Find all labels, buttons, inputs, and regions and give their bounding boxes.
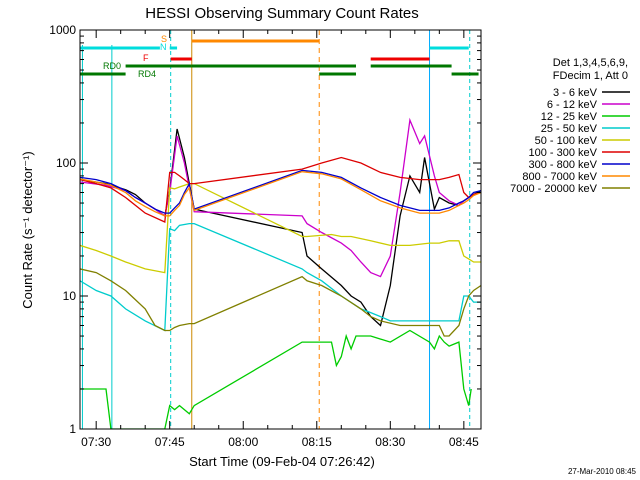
- x-axis-label: Start Time (09-Feb-04 07:26:42): [189, 454, 375, 469]
- series-line-3: [80, 329, 472, 429]
- legend-label-8: 800 - 7000 keV: [522, 171, 597, 183]
- plot-area: [80, 30, 481, 429]
- y-axis-label: Count Rate (s⁻¹ detector⁻¹): [20, 151, 35, 309]
- footer-timestamp: 27-Mar-2010 08:45: [568, 467, 637, 476]
- x-tick-label: 07:30: [81, 435, 111, 449]
- legend-header-line-1: Det 1,3,4,5,6,9,: [553, 57, 628, 69]
- legend-label-2: 6 - 12 keV: [547, 99, 598, 111]
- series-line-2: [80, 117, 481, 278]
- series-line-5: [80, 182, 481, 274]
- legend-label-3: 12 - 25 keV: [541, 111, 598, 123]
- flag-label-f: F: [143, 53, 149, 63]
- series-line-9: [80, 268, 481, 337]
- legend-header-line-2: FDecim 1, Att 0: [553, 70, 628, 82]
- series-line-7: [80, 169, 481, 214]
- y-tick-label: 1: [69, 422, 76, 436]
- series-line-8: [80, 171, 481, 217]
- legend-label-7: 300 - 800 keV: [529, 159, 598, 171]
- legend-label-1: 3 - 6 keV: [553, 87, 598, 99]
- y-tick-label: 10: [63, 289, 77, 303]
- flag-label-n: N: [160, 42, 167, 52]
- y-tick-label: 100: [56, 156, 76, 170]
- series-line-4: [80, 222, 481, 332]
- y-tick-label: 1000: [49, 23, 76, 37]
- x-tick-label: 07:45: [155, 435, 185, 449]
- plot-layer: SN F RD0 RD4: [80, 30, 481, 429]
- flag-label-s: S: [161, 34, 167, 44]
- series-line-1: [80, 128, 481, 327]
- legend-label-6: 100 - 300 keV: [529, 147, 598, 159]
- x-tick-label: 08:00: [228, 435, 258, 449]
- series-line-6: [80, 156, 481, 223]
- legend-label-4: 25 - 50 keV: [541, 123, 598, 135]
- flag-label-rd0: RD0: [103, 61, 121, 71]
- legend-label-5: 50 - 100 keV: [535, 135, 598, 147]
- legend: Det 1,3,4,5,6,9, FDecim 1, Att 0 3 - 6 k…: [510, 57, 630, 195]
- plot-frame: [79, 29, 482, 430]
- axis-layer: 07:30 07:45 08:00 08:15 08:30 08:45 1 10 100 1000: [49, 23, 481, 449]
- x-tick-label: 08:45: [449, 435, 479, 449]
- x-tick-label: 08:15: [302, 435, 332, 449]
- chart-title: HESSI Observing Summary Count Rates: [145, 5, 418, 22]
- flag-label-rd4: RD4: [138, 69, 156, 79]
- legend-label-9: 7000 - 20000 keV: [510, 183, 598, 195]
- x-tick-label: 08:30: [375, 435, 405, 449]
